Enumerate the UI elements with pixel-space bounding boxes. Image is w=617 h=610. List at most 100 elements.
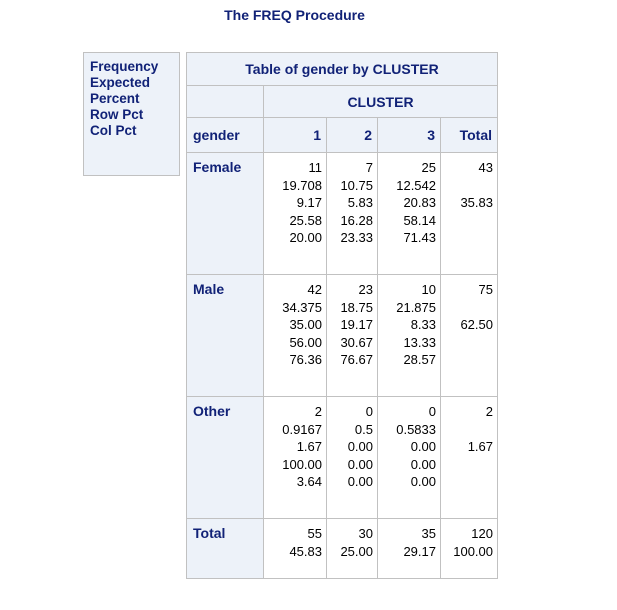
row-header: Female [186, 152, 264, 275]
cell-value: 11 [308, 160, 323, 175]
cell-value: 100.00 [453, 543, 493, 559]
cell-value: 35 [421, 526, 436, 541]
cell-value [445, 299, 493, 317]
legend-expected: Expected [90, 75, 151, 90]
cell-value [445, 334, 493, 352]
legend-frequency: Frequency [90, 59, 159, 74]
table-cell: 2 1.67 [440, 396, 498, 519]
cell-value: 23.33 [340, 230, 373, 246]
cell-value: 20.83 [403, 195, 436, 211]
cell-value: 76.67 [340, 352, 373, 368]
cell-value: 0.9167 [282, 421, 322, 437]
table-cell: 0 0.5 0.00 0.00 0.00 [326, 396, 378, 519]
cell-value: 58.14 [403, 212, 436, 228]
table-row: Male 42 34.375 35.00 56.00 76.36 23 18.75 19.17 3… [186, 274, 498, 397]
crosstab-table: Table of gender by CLUSTER CLUSTER gende… [186, 52, 498, 579]
cell-value: 7 [365, 160, 373, 175]
cell-value: 30.67 [340, 334, 373, 350]
cell-value: 21.875 [396, 299, 436, 315]
cell-value: 8.33 [410, 317, 436, 333]
cell-value: 13.33 [403, 334, 436, 350]
table-cell: 55 45.83 [263, 518, 327, 579]
cell-value: 25 [421, 160, 436, 175]
cell-value: 9.17 [296, 195, 322, 211]
cell-value: 0.00 [410, 456, 436, 472]
cell-value: 100.00 [282, 456, 322, 472]
table-cell: 30 25.00 [326, 518, 378, 579]
cell-value: 3.64 [296, 474, 322, 490]
cell-value: 2 [485, 404, 493, 419]
cell-value [445, 351, 493, 369]
cell-value: 55 [307, 526, 322, 541]
cell-value: 0 [428, 404, 436, 419]
table-cell: 7 10.75 5.83 16.28 23.33 [326, 152, 378, 275]
row-variable-header: gender [186, 117, 264, 153]
cell-value: 16.28 [340, 212, 373, 228]
table-cell: 10 21.875 8.33 13.33 28.57 [377, 274, 441, 397]
cell-value: 25.00 [340, 543, 373, 559]
cell-value: 71.43 [403, 230, 436, 246]
cell-value: 0.00 [410, 439, 436, 455]
cell-value: 19.17 [340, 317, 373, 333]
cell-value: 76.36 [289, 352, 322, 368]
cell-value: 0.00 [347, 456, 373, 472]
column-header-3: 3 [377, 117, 441, 153]
cell-value: 18.75 [340, 299, 373, 315]
cell-value [445, 456, 493, 474]
cell-value [445, 229, 493, 247]
cell-value: 45.83 [289, 543, 322, 559]
cell-value [445, 212, 493, 230]
cell-value [445, 177, 493, 195]
cell-value: 62.50 [460, 317, 493, 333]
table-cell: 25 12.542 20.83 58.14 71.43 [377, 152, 441, 275]
cell-value: 2 [314, 404, 322, 419]
table-title: Table of gender by CLUSTER [186, 52, 498, 86]
column-header-total: Total [440, 117, 498, 153]
cell-value: 25.58 [289, 212, 322, 228]
table-cell: 0 0.5833 0.00 0.00 0.00 [377, 396, 441, 519]
corner-cell [186, 85, 264, 118]
cell-value: 34.375 [282, 299, 322, 315]
table-cell: 120 100.00 [440, 518, 498, 579]
cell-value: 56.00 [289, 334, 322, 350]
cell-value: 42 [307, 282, 322, 297]
cell-value: 1.67 [296, 439, 322, 455]
cell-value: 30 [358, 526, 373, 541]
cell-value: 35.83 [460, 195, 493, 211]
table-cell: 11 19.708 9.17 25.58 20.00 [263, 152, 327, 275]
cluster-header: CLUSTER [263, 85, 498, 118]
row-header: Other [186, 396, 264, 519]
legend-col-pct: Col Pct [90, 123, 137, 138]
table-row: Female 11 19.708 9.17 25.58 20.00 7 10.75 5.83 16… [186, 152, 498, 275]
table-cell: 75 62.50 [440, 274, 498, 397]
cell-value: 0.5833 [396, 421, 436, 437]
column-header-1: 1 [263, 117, 327, 153]
cell-value: 20.00 [289, 230, 322, 246]
procedure-title: The FREQ Procedure [224, 7, 365, 23]
cell-value [445, 473, 493, 491]
table-row: Total 55 45.83 30 25.00 35 29.17 120 100.00 [186, 518, 498, 579]
cell-value: 0.00 [347, 474, 373, 490]
table-cell: 2 0.9167 1.67 100.00 3.64 [263, 396, 327, 519]
cell-value: 43 [478, 160, 493, 175]
table-cell: 43 35.83 [440, 152, 498, 275]
table-cell: 42 34.375 35.00 56.00 76.36 [263, 274, 327, 397]
cell-value: 0.5 [354, 421, 373, 437]
cell-value: 1.67 [467, 439, 493, 455]
cell-value: 28.57 [403, 352, 436, 368]
row-header: Total [186, 518, 264, 579]
cell-value: 0 [365, 404, 373, 419]
cell-value: 0.00 [410, 474, 436, 490]
cell-value: 10.75 [340, 177, 373, 193]
cell-value: 0.00 [347, 439, 373, 455]
legend-percent: Percent [90, 91, 140, 106]
cell-value: 35.00 [289, 317, 322, 333]
cell-value: 10 [421, 282, 436, 297]
cell-value: 23 [358, 282, 373, 297]
cell-value: 29.17 [403, 543, 436, 559]
table-cell: 23 18.75 19.17 30.67 76.67 [326, 274, 378, 397]
legend-row-pct: Row Pct [90, 107, 144, 122]
table-cell: 35 29.17 [377, 518, 441, 579]
row-header: Male [186, 274, 264, 397]
cell-value: 120 [471, 526, 493, 541]
